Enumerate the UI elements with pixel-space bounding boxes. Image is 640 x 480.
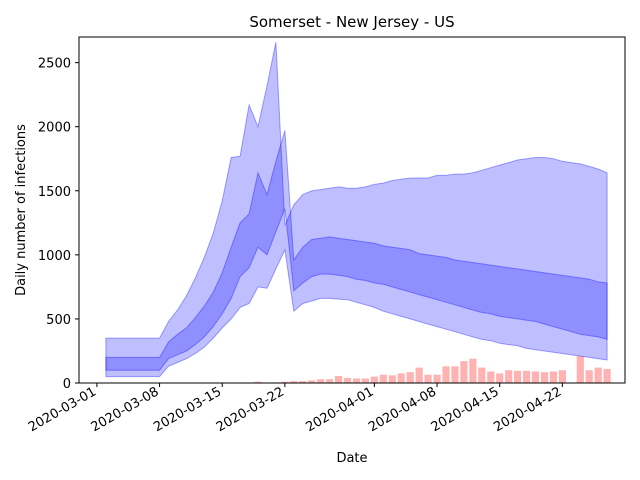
bar-observed (433, 374, 441, 383)
bar-observed (326, 379, 334, 383)
bar-observed (514, 370, 522, 383)
outer-band (105, 41, 608, 378)
bar-observed (290, 381, 298, 383)
y-tick-label: 2500 (38, 57, 71, 72)
bar-observed (594, 367, 602, 383)
bar-observed (460, 361, 468, 383)
y-tick-label: 500 (46, 313, 71, 328)
bar-observed (451, 366, 459, 383)
plot-frame (78, 36, 626, 384)
bar-observed (379, 374, 387, 383)
y-axis-title: Daily number of infections (14, 124, 29, 296)
bar-observed (335, 376, 343, 383)
y-axis: 0 500 1000 1500 2000 2500 (38, 57, 79, 392)
bar-observed (254, 381, 262, 383)
bar-observed (523, 370, 531, 383)
bar-observed (388, 375, 396, 383)
inner-band (105, 130, 608, 371)
x-axis-title: Date (336, 451, 367, 466)
bar-observed (361, 378, 369, 383)
bar-observed (317, 379, 325, 383)
bar-observed (442, 366, 450, 383)
bar-observed (299, 381, 307, 383)
bar-observed (424, 374, 432, 383)
bar-observed (370, 376, 378, 383)
chart-title: Somerset - New Jersey - US (249, 13, 454, 31)
bar-observed (343, 377, 352, 383)
bar-observed (281, 381, 289, 383)
bar-observed (478, 367, 486, 383)
bar-observed (558, 370, 566, 383)
y-tick-label: 1500 (38, 185, 71, 200)
bar-observed (531, 371, 540, 383)
bar-observed (469, 358, 477, 383)
bar-observed (585, 370, 593, 383)
y-tick-label: 2000 (38, 121, 71, 136)
bar-observed (397, 373, 405, 383)
plot-area (105, 41, 611, 383)
bar-observed (549, 371, 557, 383)
bar-observed (352, 378, 361, 383)
bar-observed (487, 371, 495, 383)
y-tick-label: 1000 (38, 249, 71, 264)
y-tick-label: 0 (63, 377, 71, 392)
bar-observed (308, 380, 316, 383)
bar-observed (576, 356, 584, 383)
bar-observed (406, 372, 414, 383)
bar-observed (540, 372, 549, 383)
bar-observed (415, 367, 423, 383)
bar-observed (505, 370, 513, 383)
bar-observed (603, 368, 611, 383)
bar-observed (496, 373, 504, 383)
